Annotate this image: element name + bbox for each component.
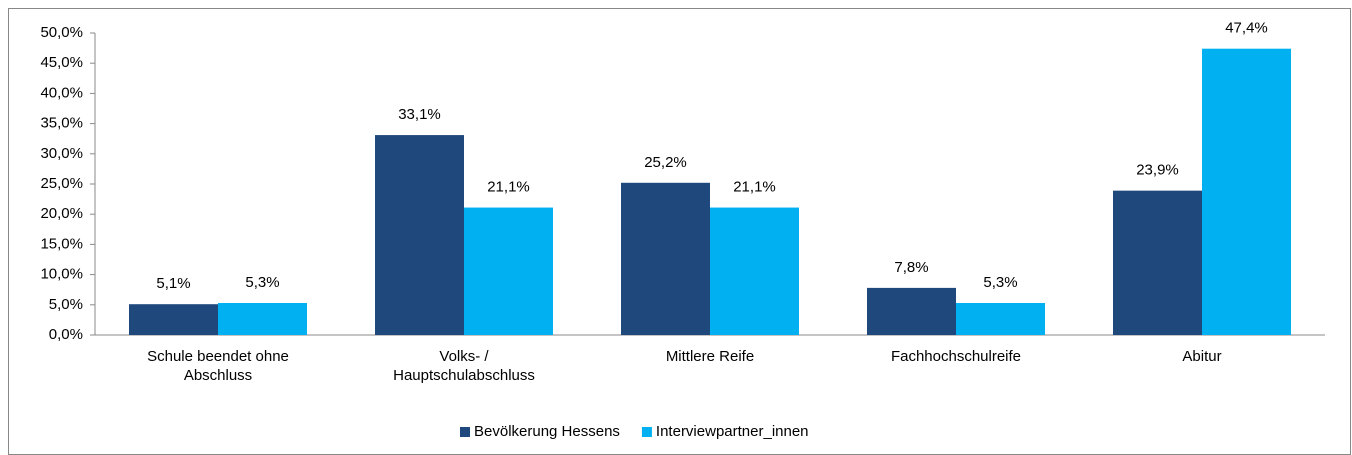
bar xyxy=(956,302,1045,335)
value-label: 47,4% xyxy=(1225,20,1268,37)
y-tick-label: 35,0% xyxy=(40,115,83,132)
bar xyxy=(1202,48,1291,335)
bar xyxy=(621,182,710,335)
y-tick-label: 5,0% xyxy=(49,296,83,313)
y-tick-label: 40,0% xyxy=(40,84,83,101)
y-tick-label: 50,0% xyxy=(40,24,83,41)
value-label: 5,1% xyxy=(156,275,190,292)
bar xyxy=(464,207,553,335)
legend-swatch xyxy=(641,427,652,437)
x-tick-label: Schule beendet ohne Abschluss xyxy=(147,348,289,384)
y-tick-label: 20,0% xyxy=(40,205,83,222)
value-label: 25,2% xyxy=(644,154,687,171)
x-tick-label: Volks- / Hauptschulabschluss xyxy=(393,348,535,384)
value-label: 33,1% xyxy=(398,106,441,123)
y-tick-label: 45,0% xyxy=(40,54,83,71)
bar xyxy=(1113,190,1202,335)
legend-swatch xyxy=(460,427,470,437)
value-label: 5,3% xyxy=(245,274,279,291)
bar xyxy=(867,287,956,335)
bar xyxy=(375,135,464,335)
bar xyxy=(218,302,307,335)
value-label: 5,3% xyxy=(983,274,1017,291)
y-tick-label: 25,0% xyxy=(40,175,83,192)
value-label: 23,9% xyxy=(1136,162,1179,179)
y-tick-label: 15,0% xyxy=(40,235,83,252)
bar xyxy=(129,304,218,335)
y-tick-label: 0,0% xyxy=(49,326,83,343)
x-tick-label: Abitur xyxy=(1182,348,1222,365)
value-label: 21,1% xyxy=(487,179,530,196)
legend-label: Interviewpartner_innen xyxy=(656,423,809,440)
y-tick-label: 30,0% xyxy=(40,145,83,162)
x-tick-label: Fachhochschulreife xyxy=(890,348,1022,365)
bar xyxy=(710,207,799,335)
value-label: 7,8% xyxy=(894,259,928,276)
x-tick-label: Mittlere Reife xyxy=(665,348,755,365)
value-label: 21,1% xyxy=(733,179,776,196)
legend-label: Bevölkerung Hessens xyxy=(474,423,620,440)
y-tick-label: 10,0% xyxy=(40,266,83,283)
